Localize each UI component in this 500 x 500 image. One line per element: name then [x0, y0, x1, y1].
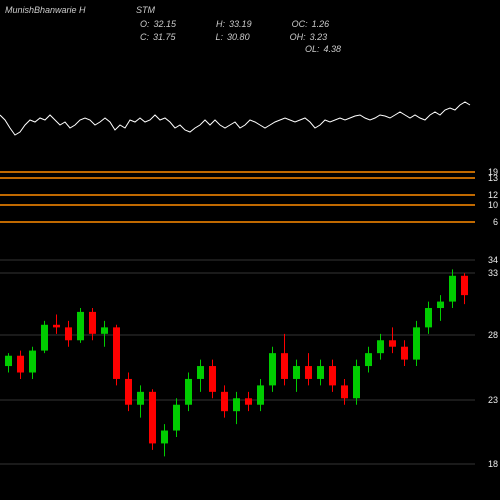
price-label: 33 — [488, 268, 498, 278]
level-label: 12 — [488, 190, 498, 200]
price-label: 28 — [488, 330, 498, 340]
level-label: 6 — [493, 217, 498, 227]
level-label: 10 — [488, 200, 498, 210]
price-label: 34 — [488, 255, 498, 265]
level-label: 13 — [488, 173, 498, 183]
price-label: 23 — [488, 395, 498, 405]
price-label: 18 — [488, 459, 498, 469]
chart-canvas — [0, 0, 500, 500]
